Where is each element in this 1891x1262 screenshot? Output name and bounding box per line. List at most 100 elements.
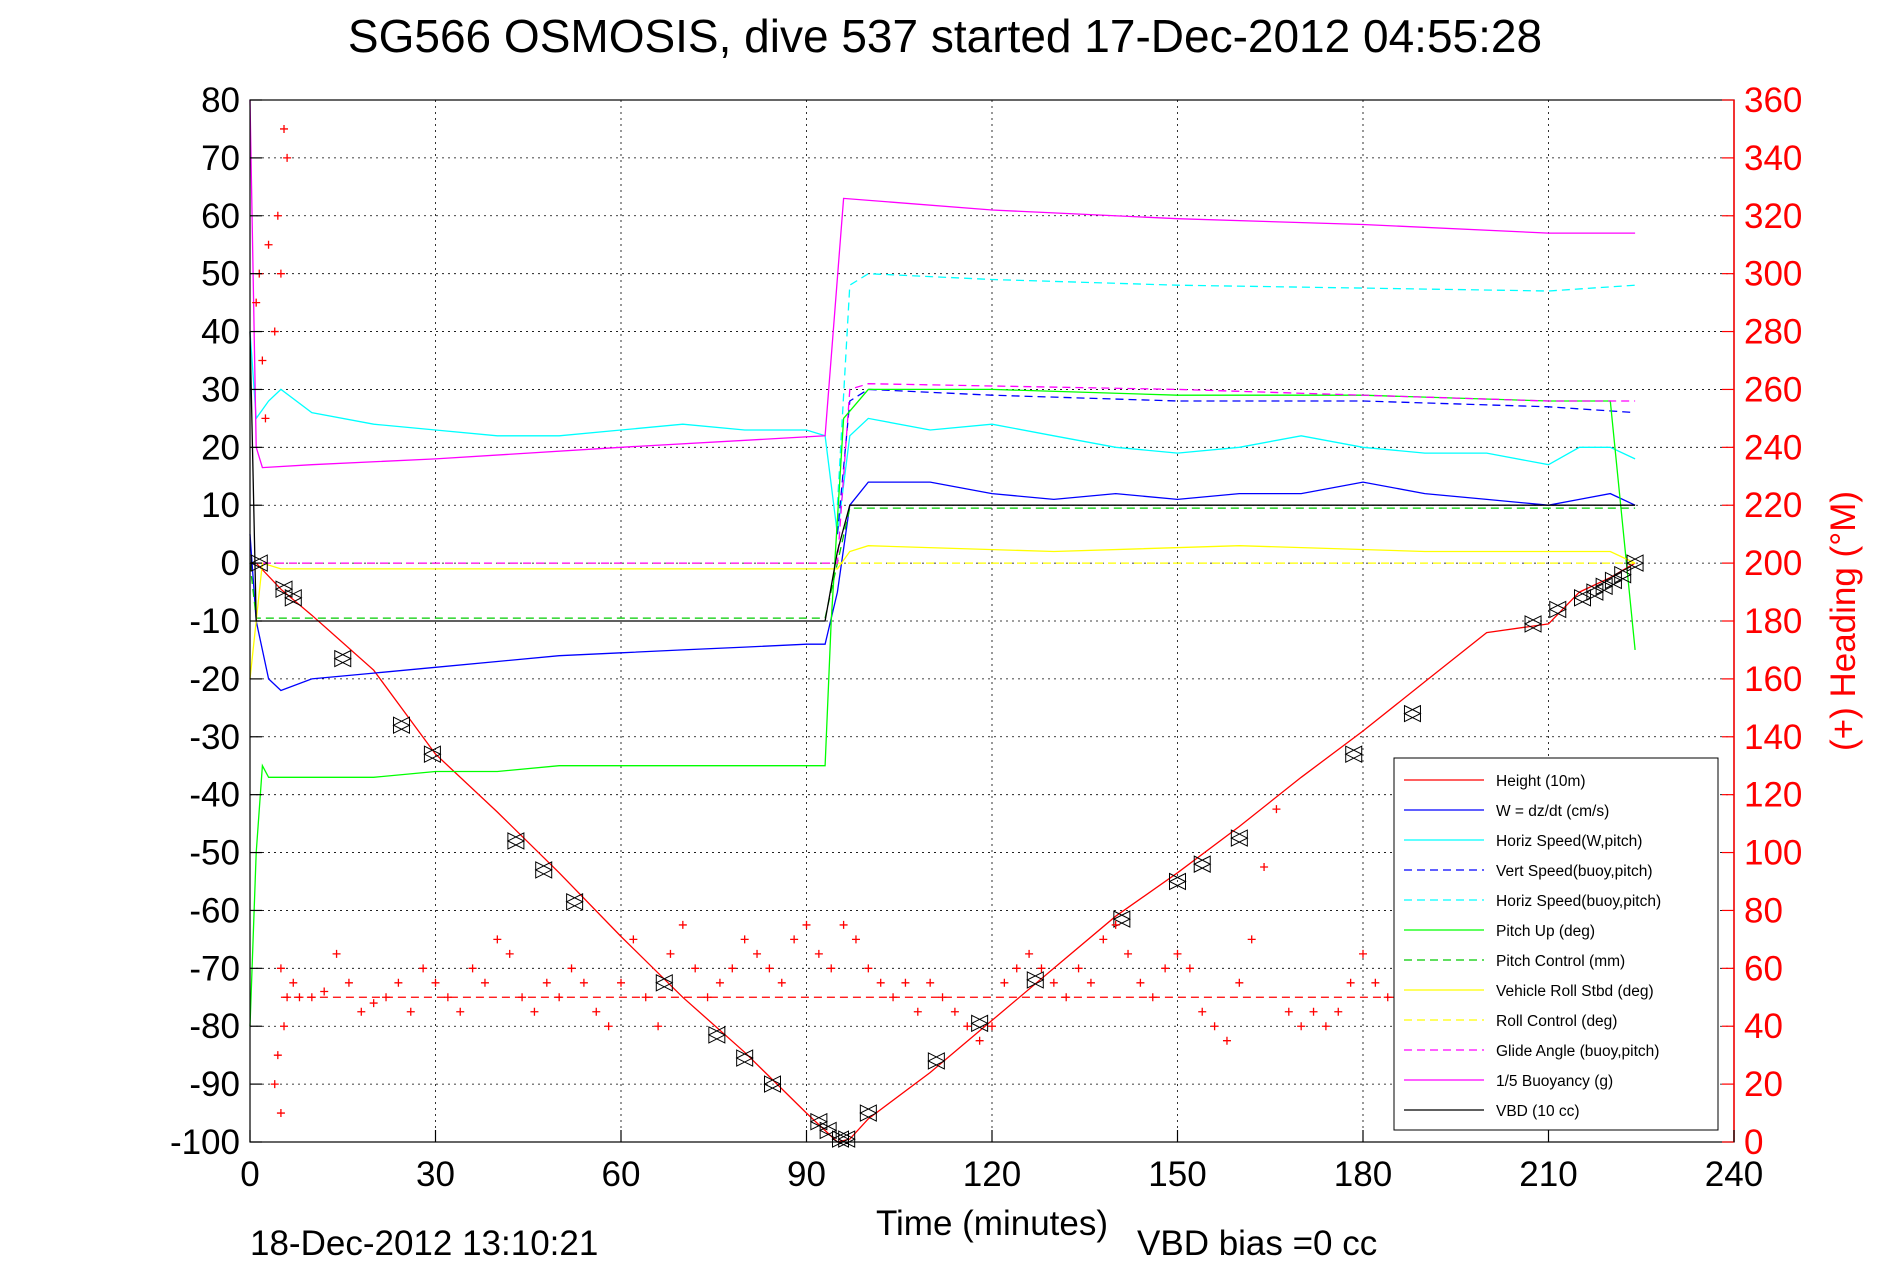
height-marker <box>1604 571 1623 590</box>
heading-point <box>270 1080 279 1089</box>
chart-title: SG566 OSMOSIS, dive 537 started 17-Dec-2… <box>348 10 1542 62</box>
height-marker <box>831 1130 850 1148</box>
heading-point <box>975 1036 984 1045</box>
y2-tick-label: 300 <box>1744 255 1802 294</box>
legend-label: 1/5 Buoyancy (g) <box>1496 1073 1613 1090</box>
heading-point <box>1099 935 1108 944</box>
y2-tick-label: 160 <box>1744 660 1802 699</box>
heading-point <box>666 949 675 958</box>
heading-point <box>1198 1007 1207 1016</box>
heading-point <box>579 978 588 987</box>
heading-point <box>443 993 452 1002</box>
height-marker <box>1585 583 1604 601</box>
heading-point <box>1074 964 1083 973</box>
heading-point <box>1012 964 1021 973</box>
heading-point <box>1284 1007 1293 1016</box>
heading-point <box>703 993 712 1002</box>
heading-point <box>307 993 316 1002</box>
heading-point <box>344 978 353 987</box>
height-marker <box>927 1052 946 1070</box>
heading-point <box>258 356 267 365</box>
heading-point <box>715 978 724 987</box>
heading-point <box>913 1007 922 1016</box>
heading-point <box>276 964 285 973</box>
height-marker <box>970 1014 989 1033</box>
heading-point <box>691 964 700 973</box>
legend-label: Pitch Control (mm) <box>1496 953 1625 970</box>
heading-point <box>1346 978 1355 987</box>
heading-point <box>876 978 885 987</box>
heading-point <box>753 949 762 958</box>
heading-point <box>270 327 279 336</box>
heading-point <box>790 935 799 944</box>
height-marker <box>1548 600 1567 619</box>
y2-tick-label: 180 <box>1744 602 1802 641</box>
heading-point <box>542 978 551 987</box>
heading-point <box>1222 1036 1231 1045</box>
heading-point <box>1062 993 1071 1002</box>
heading-point <box>1321 1022 1330 1031</box>
y-tick-label: -50 <box>189 834 240 873</box>
heading-point <box>280 1022 289 1031</box>
legend-label: Horiz Speed(buoy,pitch) <box>1496 893 1661 910</box>
heading-point <box>1359 949 1367 958</box>
height-marker <box>392 716 411 735</box>
y-axis-right: 3603403203002802602402202001801601401201… <box>1722 81 1802 1162</box>
series-line <box>249 388 1636 1027</box>
heading-point <box>332 949 341 958</box>
y-tick-label: 50 <box>201 255 240 294</box>
y-tick-label: 20 <box>201 428 240 467</box>
height-marker <box>423 745 442 763</box>
y-tick-label: -100 <box>170 1123 240 1162</box>
footer-timestamp: 18-Dec-2012 13:10:21 <box>250 1224 598 1262</box>
heading-point <box>1297 1022 1306 1031</box>
y-tick-label: -60 <box>189 891 240 930</box>
heading-point <box>468 964 477 973</box>
heading-point <box>827 964 836 973</box>
series-line <box>249 545 1636 679</box>
heading-point <box>641 993 650 1002</box>
legend-label: Roll Control (deg) <box>1496 1013 1617 1030</box>
heading-point <box>604 1022 613 1031</box>
legend-label: VBD (10 cc) <box>1496 1103 1580 1120</box>
heading-point <box>252 298 261 307</box>
height-marker <box>763 1075 782 1093</box>
heading-point <box>1000 978 1009 987</box>
height-marker <box>565 892 584 911</box>
footer-vbd-bias: VBD bias =0 cc <box>1137 1224 1377 1262</box>
x-tick-label: 0 <box>240 1155 259 1194</box>
heading-point <box>839 920 848 929</box>
y2-tick-label: 220 <box>1744 486 1802 525</box>
y-tick-label: -20 <box>189 660 240 699</box>
y2-tick-label: 320 <box>1744 197 1802 236</box>
heading-point <box>283 993 292 1002</box>
legend-label: Vert Speed(buoy,pitch) <box>1496 863 1653 880</box>
heading-point <box>592 1007 601 1016</box>
height-marker <box>707 1026 726 1044</box>
y2-tick-label: 60 <box>1744 949 1783 988</box>
heading-point <box>431 978 440 987</box>
heading-point <box>740 935 749 944</box>
legend-item: 1/5 Buoyancy (g) <box>1404 1073 1613 1090</box>
heading-point <box>938 993 947 1002</box>
heading-point <box>276 269 285 278</box>
y-tick-label: -40 <box>189 776 240 815</box>
heading-point <box>493 935 502 944</box>
y-tick-label: -10 <box>189 602 240 641</box>
series-line <box>249 99 1636 469</box>
heading-point <box>382 993 391 1002</box>
heading-point <box>728 964 737 973</box>
legend-item: W = dz/dt (cm/s) <box>1404 803 1609 820</box>
heading-point <box>295 993 304 1002</box>
legend: Height (10m) W = dz/dt (cm/s) Horiz Speed(… <box>1393 757 1719 1131</box>
y-tick-label: -30 <box>189 718 240 757</box>
heading-point <box>1086 978 1095 987</box>
heading-point <box>273 211 282 220</box>
heading-point <box>1161 964 1170 973</box>
height-marker <box>1230 829 1249 847</box>
heading-point <box>1148 993 1157 1002</box>
heading-point <box>1383 993 1392 1002</box>
y-tick-label: 60 <box>201 197 240 236</box>
height-marker <box>837 1130 856 1148</box>
heading-point <box>1136 978 1145 987</box>
